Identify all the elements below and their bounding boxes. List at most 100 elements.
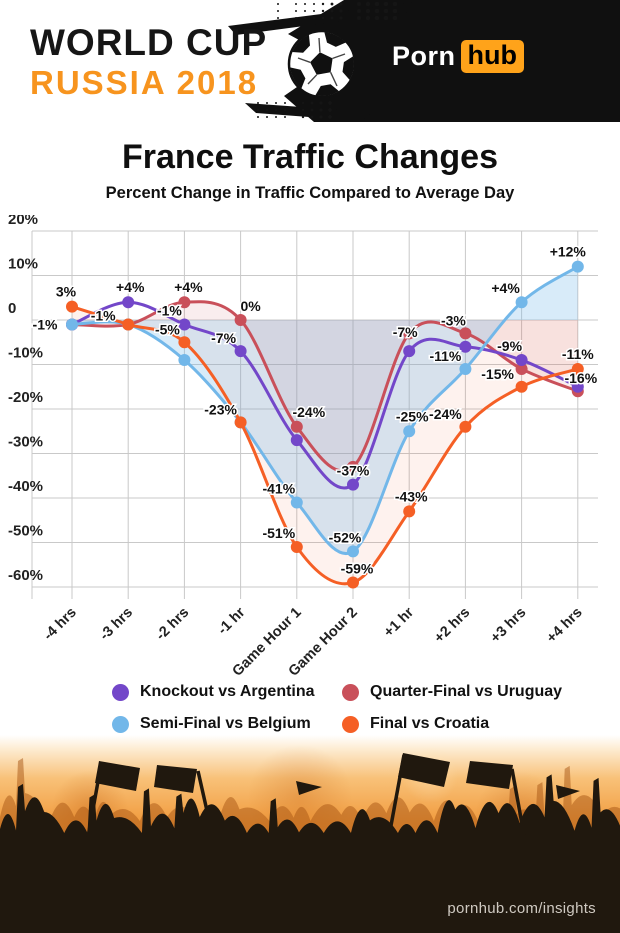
crowd-foreground bbox=[0, 753, 620, 933]
data-point bbox=[234, 416, 247, 429]
data-point-label: -7% bbox=[211, 330, 236, 346]
data-point bbox=[178, 354, 191, 367]
worldcup-title: WORLD CUP bbox=[30, 22, 268, 63]
data-point-label: -11% bbox=[562, 346, 594, 362]
data-point bbox=[290, 496, 303, 509]
data-point-label: -25% bbox=[396, 408, 429, 424]
data-point bbox=[459, 420, 472, 433]
data-point bbox=[290, 420, 303, 433]
pornhub-logo-porn: Porn bbox=[392, 41, 456, 71]
page-title: France Traffic Changes bbox=[121, 138, 498, 176]
legend-label: Quarter-Final vs Uruguay bbox=[370, 683, 563, 700]
data-point bbox=[571, 362, 584, 375]
data-point bbox=[459, 327, 472, 340]
y-axis-labels: 20% 10% 0 -10% -20% -30% -40% -50% -60% bbox=[8, 211, 43, 584]
data-point-label: -3% bbox=[441, 312, 466, 328]
data-labels: -1% +4% -1% -7% -37% -7% -9% +4% 0% -24% -3% -16% -4… bbox=[31, 242, 599, 578]
flag-silhouette bbox=[95, 761, 140, 791]
data-point-label: -43% bbox=[395, 488, 428, 504]
series-area bbox=[72, 266, 578, 554]
data-point-label: -23% bbox=[204, 401, 237, 417]
series-line bbox=[70, 265, 580, 555]
data-point bbox=[571, 380, 584, 393]
chart-legend: Knockout vs Argentina Quarter-Final vs Ur… bbox=[0, 677, 620, 735]
data-point-label: -1% bbox=[33, 316, 58, 332]
flag-silhouette bbox=[296, 781, 322, 795]
data-point-label: -16% bbox=[564, 370, 597, 386]
halftone-dots bbox=[257, 1, 398, 119]
data-point bbox=[515, 354, 528, 367]
y-tick-label: -60% bbox=[8, 567, 43, 584]
data-point bbox=[459, 362, 472, 375]
x-tick-label: -3 hrs bbox=[97, 605, 136, 644]
y-tick-label: -40% bbox=[8, 478, 43, 495]
legend-label: Final vs Croatia bbox=[370, 715, 490, 732]
data-point bbox=[178, 318, 191, 331]
data-point-label: -24% bbox=[429, 406, 462, 422]
data-point bbox=[290, 540, 303, 553]
legend-color-dot bbox=[342, 683, 359, 701]
x-tick-label: +4 hrs bbox=[544, 605, 586, 647]
data-point-label: -11% bbox=[429, 348, 461, 364]
y-tick-label: -30% bbox=[8, 434, 43, 451]
data-point bbox=[66, 300, 78, 313]
legend-color-dot bbox=[112, 715, 129, 733]
legend-item: Final vs Croatia bbox=[342, 715, 489, 733]
page-subtitle: Percent Change in Traffic Compared to Av… bbox=[105, 184, 515, 202]
legend-item: Semi-Final vs Belgium bbox=[112, 715, 311, 733]
x-tick-label: -1 hr bbox=[215, 604, 249, 638]
data-point-label: -51% bbox=[262, 525, 295, 541]
data-point-label: -24% bbox=[292, 404, 325, 420]
crowd-silhouette bbox=[0, 753, 620, 933]
data-point-label: +4% bbox=[116, 279, 145, 295]
y-tick-label: 10% bbox=[8, 256, 38, 273]
legend-item: Knockout vs Argentina bbox=[112, 683, 315, 701]
data-point bbox=[515, 380, 528, 393]
pornhub-logo-hub: hub bbox=[460, 40, 524, 73]
legend-label: Knockout vs Argentina bbox=[140, 683, 315, 700]
soccer-ball-icon bbox=[287, 29, 357, 99]
flag-silhouette bbox=[556, 785, 580, 799]
pornhub-banner-graphic bbox=[228, 0, 620, 122]
data-point-label: +4% bbox=[491, 280, 520, 296]
data-point-label: -37% bbox=[337, 463, 370, 479]
russia-2018-title: RUSSIA 2018 bbox=[30, 64, 259, 101]
legend-color-dot bbox=[342, 715, 359, 733]
y-tick-label: -20% bbox=[8, 389, 43, 406]
legend-label: Semi-Final vs Belgium bbox=[140, 715, 311, 732]
series-line bbox=[70, 300, 580, 473]
data-point bbox=[66, 318, 78, 331]
data-point bbox=[234, 345, 247, 358]
y-tick-label: -50% bbox=[8, 523, 43, 540]
data-point bbox=[347, 576, 359, 589]
data-point bbox=[290, 434, 303, 447]
data-point-label: +4% bbox=[174, 279, 203, 295]
legend-item: Quarter-Final vs Uruguay bbox=[342, 683, 562, 701]
x-tick-label: +2 hrs bbox=[431, 605, 473, 647]
data-point-label: -52% bbox=[329, 529, 362, 545]
data-point bbox=[571, 260, 584, 273]
y-tick-label: -10% bbox=[8, 345, 43, 362]
y-tick-label: 20% bbox=[8, 215, 38, 228]
data-point bbox=[122, 318, 135, 331]
series-line bbox=[70, 305, 580, 586]
x-tick-label: -4 hrs bbox=[41, 605, 80, 644]
data-point bbox=[347, 478, 359, 491]
data-point bbox=[459, 340, 472, 353]
data-point bbox=[347, 460, 359, 473]
data-point bbox=[178, 296, 191, 309]
chart-svg: 20% 10% 0 -10% -20% -30% -40% -50% -60% -4 hrs -3 … bbox=[8, 211, 599, 680]
data-point-label: -1% bbox=[157, 302, 182, 318]
data-point-label: 0% bbox=[240, 298, 261, 314]
flag-silhouette bbox=[466, 761, 513, 789]
data-point-label: -7% bbox=[393, 324, 418, 340]
pornhub-logo: Porn hub bbox=[392, 40, 524, 73]
legend-color-dot bbox=[112, 683, 129, 701]
traffic-change-chart: 20% 10% 0 -10% -20% -30% -40% -50% -60% -4 hrs -3 … bbox=[0, 211, 620, 680]
data-point bbox=[403, 327, 416, 340]
data-point-label: -9% bbox=[497, 338, 522, 354]
crowd-footer: pornhub.com/insights bbox=[0, 735, 620, 933]
data-point bbox=[403, 425, 416, 438]
header: WORLD CUP RUSSIA 2018 Porn hub bbox=[0, 0, 620, 122]
